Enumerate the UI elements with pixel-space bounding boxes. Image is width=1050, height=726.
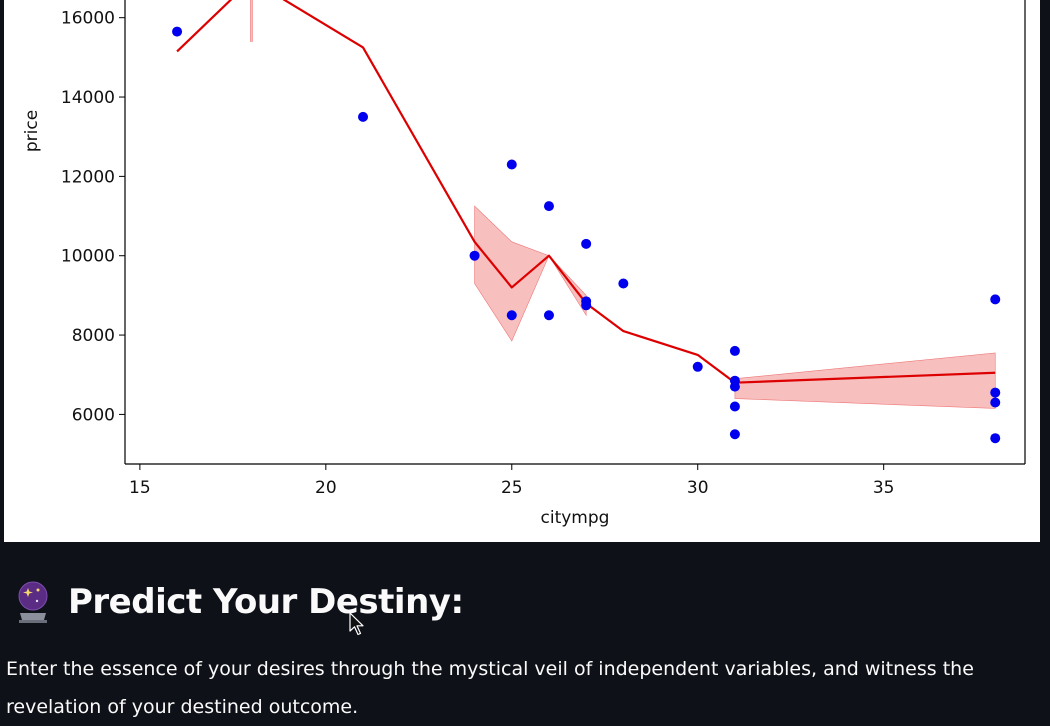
scatter-points [172, 26, 1001, 444]
heading-text: Predict Your Destiny: [68, 582, 464, 622]
description-line-2: revelation of your destined outcome. [6, 696, 359, 718]
x-tick-label-3: 30 [687, 478, 709, 498]
x-tick-label-1: 20 [315, 478, 337, 498]
y-tick-label-5: 16000 [61, 9, 115, 29]
scatter-point-1 [358, 111, 369, 122]
x-tick-label-0: 15 [129, 478, 151, 498]
scatter-point-20 [990, 433, 1001, 444]
confidence-bands [250, 0, 996, 409]
scatter-point-3 [506, 159, 517, 170]
scatter-point-7 [581, 238, 592, 249]
scatter-point-4 [506, 310, 517, 321]
plot-panel: 15 20 25 30 35 6000 8000 10000 12000 14000 16000 c… [4, 0, 1040, 542]
citympg-price-chart: 15 20 25 30 35 6000 8000 10000 12000 14000 16000 c… [22, 0, 1026, 528]
scatter-point-12 [729, 345, 740, 356]
scatter-point-9 [581, 300, 592, 311]
scatter-point-11 [692, 361, 703, 372]
scatter-point-19 [990, 397, 1001, 408]
x-axis-label: citympg [541, 508, 610, 528]
y-tick-label-3: 12000 [61, 167, 115, 187]
ticks: 15 20 25 30 35 6000 8000 10000 12000 14000 16000 [61, 9, 895, 498]
scatter-point-15 [729, 401, 740, 412]
axes [124, 0, 1026, 465]
x-tick-label-2: 25 [501, 478, 523, 498]
regression-line [176, 0, 996, 384]
y-axis-label: price [22, 110, 42, 152]
scatter-point-18 [990, 387, 1001, 398]
mouse-cursor-icon [349, 612, 364, 636]
regression-lines [176, 0, 996, 384]
band-segment-3 [250, 0, 253, 42]
y-tick-label-4: 14000 [61, 88, 115, 108]
description: Enter the essence of your desires throug… [6, 650, 1026, 726]
y-tick-label-2: 10000 [61, 247, 115, 267]
scatter-point-0 [172, 26, 183, 37]
scatter-point-10 [618, 278, 629, 289]
scatter-point-2 [469, 250, 480, 261]
y-tick-label-0: 6000 [72, 405, 115, 425]
scatter-point-14 [729, 381, 740, 392]
y-tick-label-1: 8000 [72, 326, 115, 346]
band-segment-2 [734, 352, 996, 409]
scatter-point-17 [990, 294, 1001, 305]
scatter-point-16 [729, 429, 740, 440]
band-segment-0 [474, 205, 550, 342]
x-tick-label-4: 35 [873, 478, 895, 498]
description-line-1: Enter the essence of your desires throug… [6, 658, 974, 680]
crystal-ball-icon [18, 581, 48, 623]
predict-heading: Predict Your Destiny: [14, 578, 464, 626]
scatter-point-5 [543, 201, 554, 212]
scatter-point-6 [543, 310, 554, 321]
